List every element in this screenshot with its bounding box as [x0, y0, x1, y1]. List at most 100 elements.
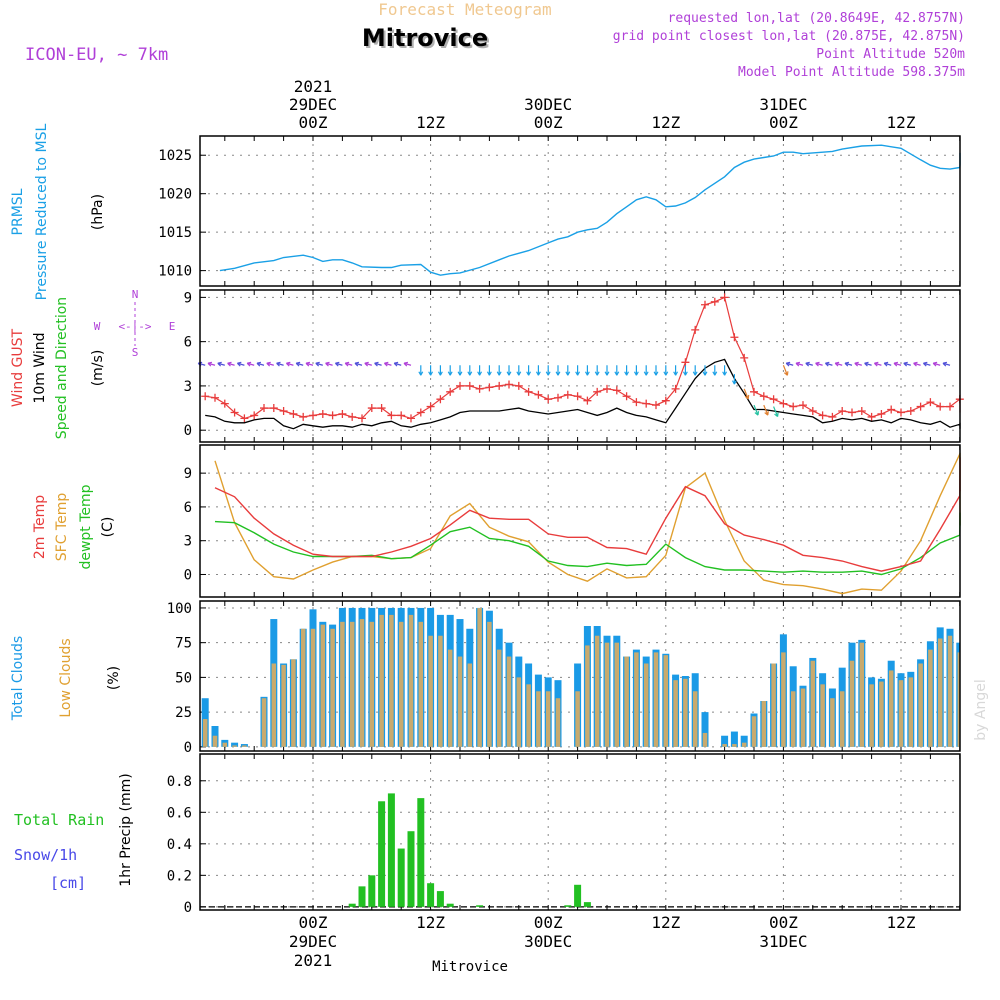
compass-e: E	[169, 320, 176, 333]
gust-marker	[936, 402, 945, 411]
y-tick-label: 0.6	[167, 805, 192, 821]
gust-marker	[524, 387, 533, 396]
low-cloud-bar	[496, 649, 502, 747]
top-date-label: 29DEC	[289, 95, 337, 114]
wind-arrow-head	[403, 361, 409, 367]
wind-arrow-head	[774, 412, 779, 418]
gust-marker	[563, 390, 572, 399]
wind-arrow-head	[913, 361, 918, 367]
c-label: (C)	[100, 517, 116, 538]
low-cloud-bar	[487, 621, 492, 747]
snow-label: Snow/1h	[14, 846, 77, 864]
low-cloud-bar	[957, 652, 960, 747]
top-date-label: 30DEC	[524, 95, 572, 114]
y-tick-label: 6	[184, 335, 192, 351]
wind-arrow-head	[555, 371, 561, 376]
wind-arrow-head	[334, 361, 340, 367]
rain-bar	[368, 875, 376, 907]
low-cloud-bar	[781, 652, 786, 747]
gust-marker	[348, 412, 357, 421]
low-cloud-bar	[212, 735, 218, 747]
t2m-line	[214, 457, 961, 572]
wind-arrow-head	[663, 371, 669, 376]
wind-arrow-head	[754, 411, 760, 416]
low-cloud-bar	[751, 716, 757, 747]
total-clouds-label: Total Clouds	[10, 636, 26, 721]
temperature-panel: 0 3 6 9	[184, 444, 961, 598]
gust-marker	[544, 395, 553, 404]
y-tick-label: 3	[184, 379, 192, 395]
model-altitude: Model Point Altitude 598.375m	[738, 65, 965, 80]
wind-direction-arrow	[773, 406, 779, 417]
gust-marker	[897, 408, 905, 417]
rain-bar	[564, 905, 572, 907]
wind-direction-arrow	[782, 365, 788, 376]
pressure-msl-label: Pressure Reduced to MSL	[34, 123, 50, 300]
wind-arrow-head	[364, 361, 369, 367]
panel-border	[199, 444, 961, 598]
wind-arrow-head	[276, 361, 281, 367]
wind-arrow-head	[883, 361, 889, 367]
wind-arrow-head	[932, 361, 938, 367]
low-cloud-bar	[320, 624, 326, 747]
gust-marker	[838, 407, 847, 416]
gust-marker	[475, 384, 484, 393]
rain-bar	[427, 883, 435, 907]
low-cloud-bar	[624, 656, 629, 747]
wind-arrow-head	[854, 361, 859, 367]
wind-arrow-head	[764, 411, 769, 416]
sfc-temp-label: SFC Temp	[54, 493, 70, 562]
y-tick-label: 1025	[158, 148, 192, 164]
gust-marker	[328, 411, 337, 420]
y-tick-label: 75	[175, 636, 192, 652]
bottom-time-label: 00Z	[534, 913, 563, 932]
bottom-time-label: 12Z	[651, 913, 680, 932]
requested-coords: requested lon,lat (20.8649E, 42.8757N)	[668, 11, 965, 26]
low-cloud-bar	[202, 719, 208, 747]
gust-marker	[387, 411, 396, 420]
gust-marker	[407, 414, 415, 423]
rain-bar	[417, 798, 425, 907]
wind-arrow-head	[594, 371, 600, 376]
wind-arrow-head	[344, 361, 350, 367]
low-cloud-bar	[545, 691, 551, 747]
gust-marker	[279, 407, 288, 416]
grid-point-coords: grid point closest lon,lat (20.875E, 42.…	[613, 29, 965, 44]
y-tick-label: 9	[184, 466, 192, 482]
low-cloud-bar	[692, 691, 698, 747]
low-cloud-bar	[820, 684, 825, 747]
wind-arrow-head	[246, 361, 252, 367]
gust-marker	[867, 412, 876, 421]
point-altitude: Point Altitude 520m	[816, 47, 965, 62]
wind-arrow-head	[942, 361, 948, 367]
rain-bar	[574, 884, 582, 907]
wind-arrow-head	[692, 371, 698, 376]
y-tick-label: 1015	[158, 225, 192, 241]
temp-labels: 2m Temp SFC Temp dewpt Temp (C)	[32, 484, 116, 569]
gust-marker	[740, 353, 749, 362]
page-title: Mitrovice	[362, 24, 488, 52]
low-cloud-bar	[330, 628, 335, 747]
low-cloud-bar	[643, 663, 649, 747]
wind-arrow-head	[682, 371, 688, 376]
y-tick-label: 9	[184, 290, 192, 306]
footer-label: Mitrovice	[432, 959, 508, 975]
y-tick-label: 100	[167, 601, 192, 617]
panel-border	[199, 753, 961, 911]
low-cloud-bar	[683, 678, 688, 747]
wind-arrow-head	[815, 361, 820, 367]
y-tick-label: 1010	[158, 264, 192, 280]
gust-marker	[583, 396, 592, 405]
y-tick-label: 0	[184, 740, 192, 756]
top-time-label: 12Z	[887, 113, 916, 132]
wind-arrow-head	[315, 361, 320, 367]
panel-border	[199, 135, 961, 287]
model-label: ICON-EU, ~ 7km	[25, 45, 168, 65]
low-cloud-bar	[526, 684, 531, 747]
low-cloud-bar	[447, 649, 453, 747]
gust-marker	[367, 404, 376, 413]
gust-marker	[808, 407, 817, 416]
wind-direction-arrow	[753, 404, 759, 416]
